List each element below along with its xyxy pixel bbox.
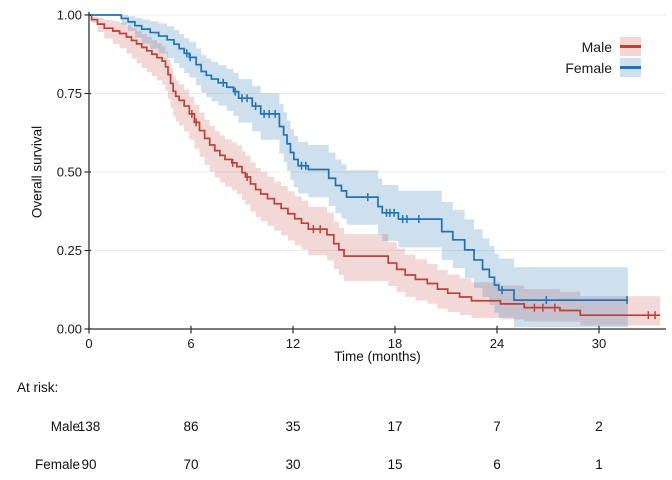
- x-tick-label: 18: [388, 336, 402, 351]
- legend-item-male: Male: [565, 36, 641, 57]
- y-tick-label: 0.00: [57, 322, 82, 337]
- at-risk-value: 7: [493, 419, 501, 434]
- y-tick-label: 0.75: [57, 86, 82, 101]
- x-tick-label: 12: [286, 336, 300, 351]
- at-risk-value: 15: [387, 457, 403, 472]
- legend-key-female-swatch: [620, 58, 641, 77]
- x-tick-label: 30: [592, 336, 606, 351]
- y-tick-label: 1.00: [57, 8, 82, 23]
- at-risk-value: 17: [387, 419, 403, 434]
- survival-curve-male: [89, 14, 661, 317]
- at-risk-row: Male 138 86 35 17 7 2: [0, 419, 672, 437]
- confidence-band-female: [89, 15, 628, 328]
- at-risk-row: Female 90 70 30 15 6 1: [0, 457, 672, 475]
- at-risk-value: 2: [595, 419, 603, 434]
- at-risk-value: 1: [595, 457, 603, 472]
- legend-line-icon: [620, 66, 641, 69]
- at-risk-title: At risk:: [17, 380, 59, 395]
- y-tick-label: 0.25: [57, 243, 82, 258]
- at-risk-value: 90: [81, 457, 97, 472]
- legend-item-female: Female: [565, 57, 641, 78]
- legend-key-male-swatch: [620, 37, 641, 56]
- y-axis-title: Overall survival: [29, 125, 45, 219]
- survival-curve-female: [89, 14, 628, 301]
- legend: Male Female: [565, 36, 641, 78]
- at-risk-value: 6: [493, 457, 501, 472]
- x-tick-label: 6: [187, 336, 194, 351]
- at-risk-value: 35: [285, 419, 301, 434]
- at-risk-row-label: Female: [34, 457, 80, 472]
- at-risk-value: 138: [77, 419, 101, 434]
- legend-label-female: Female: [565, 59, 612, 76]
- at-risk-value: 30: [285, 457, 301, 472]
- confidence-band-male: [89, 15, 661, 326]
- at-risk-value: 86: [183, 419, 199, 434]
- x-axis-title: Time (months): [334, 349, 421, 364]
- x-tick-label: 24: [490, 336, 504, 351]
- legend-label-male: Male: [581, 38, 612, 55]
- x-tick-label: 0: [85, 336, 92, 351]
- at-risk-value: 70: [183, 457, 199, 472]
- legend-line-icon: [620, 45, 641, 48]
- at-risk-row-label: Male: [50, 419, 80, 434]
- y-tick-label: 0.50: [57, 165, 82, 180]
